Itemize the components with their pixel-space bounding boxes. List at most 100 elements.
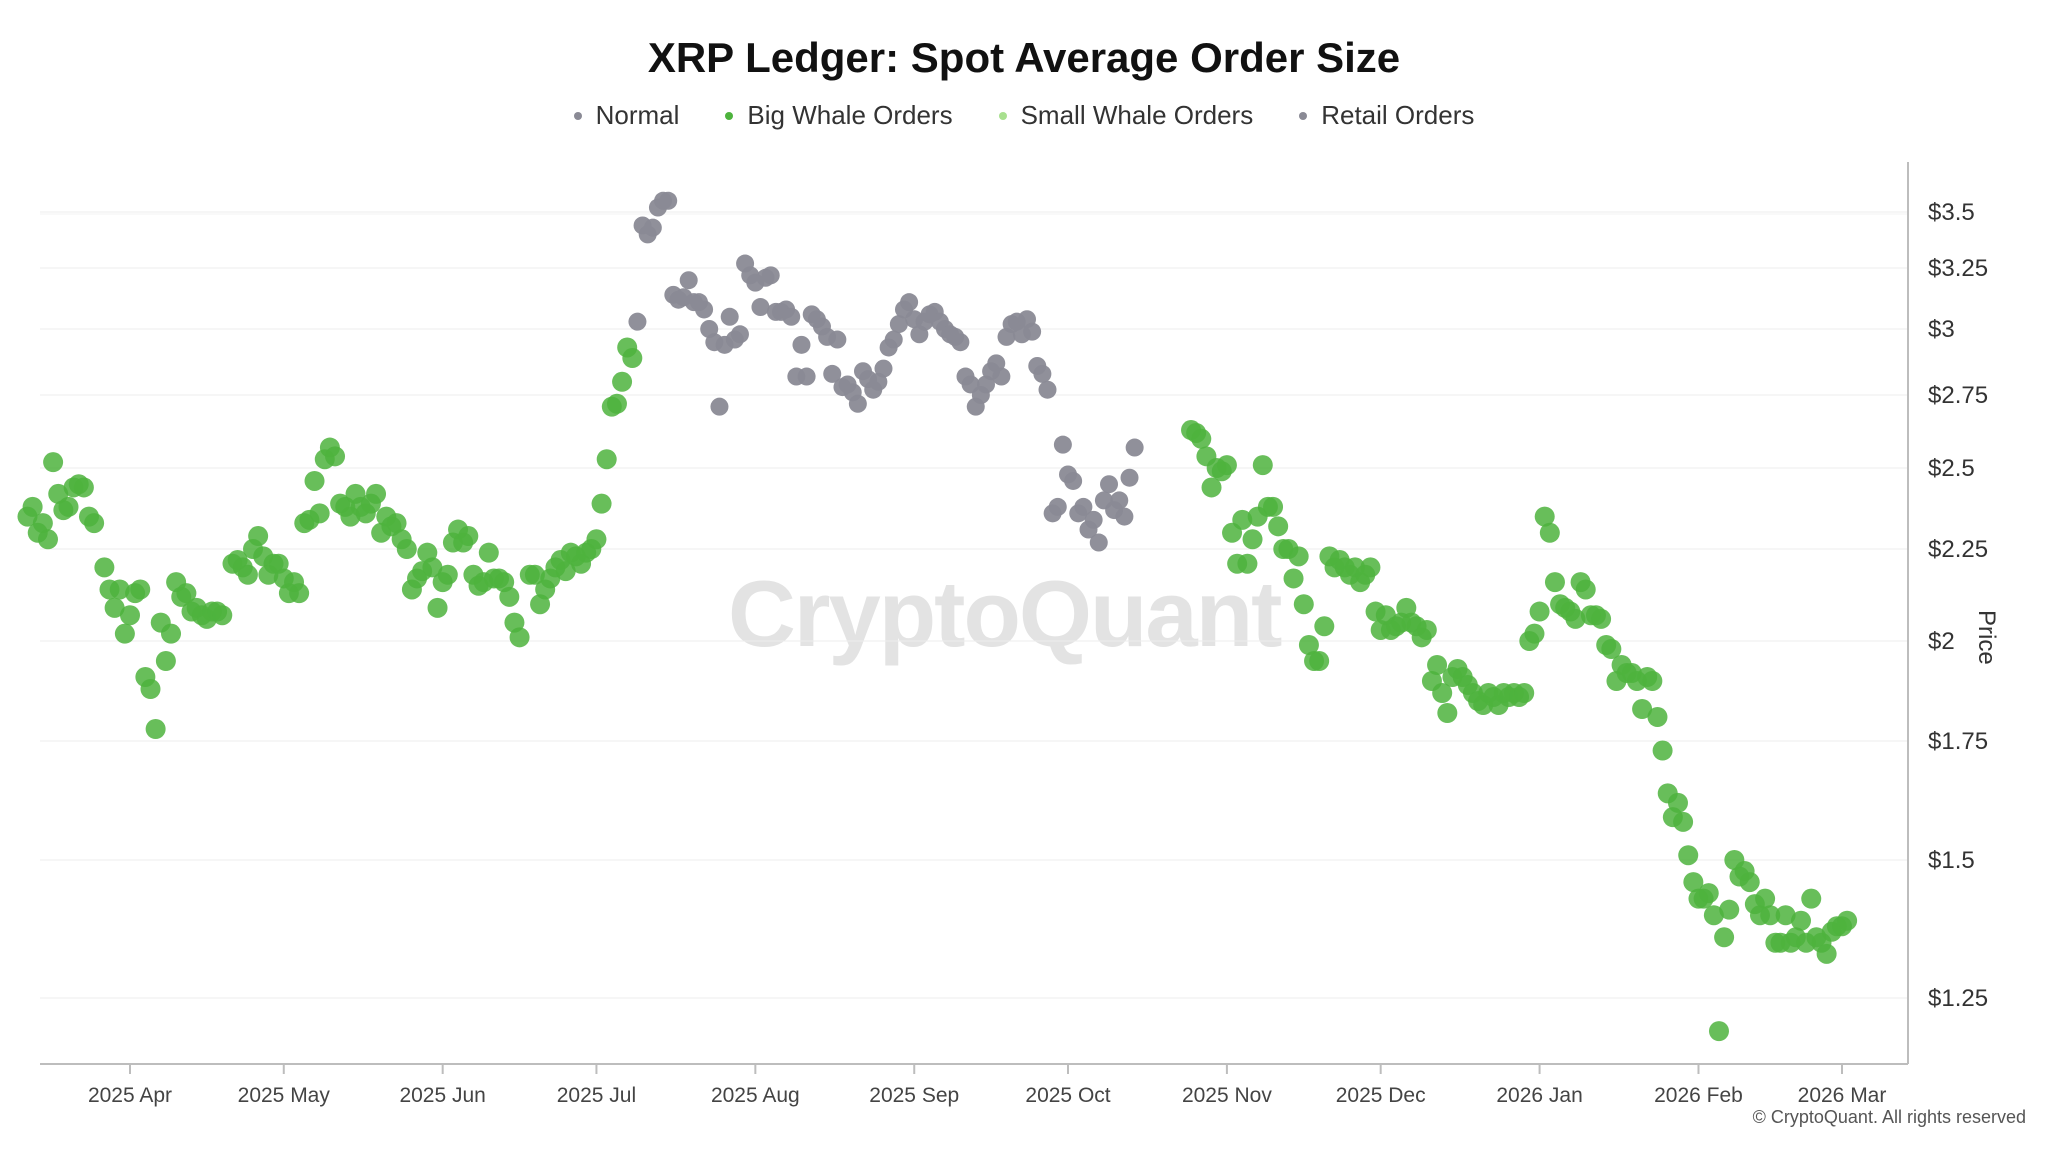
normal-point[interactable] [884, 330, 903, 349]
big-whale-point[interactable] [1268, 516, 1289, 537]
big-whale-point[interactable] [130, 579, 151, 600]
normal-point[interactable] [1023, 322, 1042, 341]
normal-point[interactable] [1089, 533, 1108, 552]
big-whale-point[interactable] [1283, 568, 1304, 589]
normal-point[interactable] [874, 359, 893, 378]
big-whale-point[interactable] [43, 452, 64, 473]
big-whale-point[interactable] [155, 651, 176, 671]
big-whale-point[interactable] [1514, 683, 1535, 703]
normal-point[interactable] [643, 218, 662, 237]
big-whale-point[interactable] [606, 393, 627, 414]
normal-point[interactable] [1110, 491, 1129, 510]
big-whale-point[interactable] [1437, 703, 1458, 723]
normal-point[interactable] [1115, 507, 1134, 526]
legend-item-retail[interactable]: Retail Orders [1299, 100, 1474, 131]
big-whale-point[interactable] [1216, 455, 1237, 476]
big-whale-point[interactable] [366, 483, 387, 504]
big-whale-point[interactable] [1816, 943, 1837, 964]
big-whale-point[interactable] [1416, 619, 1437, 640]
big-whale-point[interactable] [1263, 496, 1284, 517]
normal-point[interactable] [720, 307, 739, 326]
normal-point[interactable] [1038, 380, 1057, 399]
big-whale-point[interactable] [1652, 740, 1673, 761]
big-whale-point[interactable] [427, 597, 448, 618]
big-whale-point[interactable] [304, 470, 325, 491]
big-whale-point[interactable] [1360, 557, 1381, 578]
big-whale-point[interactable] [1201, 477, 1222, 498]
big-whale-point[interactable] [325, 446, 346, 467]
big-whale-point[interactable] [1288, 546, 1309, 567]
big-whale-point[interactable] [586, 529, 607, 550]
big-whale-point[interactable] [73, 477, 94, 498]
normal-point[interactable] [828, 330, 847, 349]
big-whale-point[interactable] [104, 597, 125, 618]
big-whale-point[interactable] [176, 583, 197, 604]
big-whale-point[interactable] [1703, 905, 1724, 926]
big-whale-point[interactable] [478, 542, 499, 563]
big-whale-point[interactable] [1642, 671, 1663, 691]
normal-point[interactable] [659, 191, 678, 210]
normal-point[interactable] [751, 298, 770, 317]
big-whale-point[interactable] [84, 513, 105, 534]
big-whale-point[interactable] [437, 564, 458, 585]
big-whale-point[interactable] [140, 679, 161, 699]
normal-point[interactable] [889, 315, 908, 334]
big-whale-point[interactable] [1714, 927, 1735, 948]
big-whale-point[interactable] [1708, 1021, 1729, 1042]
big-whale-point[interactable] [1242, 529, 1263, 550]
big-whale-point[interactable] [1565, 608, 1586, 629]
big-whale-point[interactable] [1293, 594, 1314, 615]
big-whale-point[interactable] [1314, 616, 1335, 637]
normal-point[interactable] [823, 364, 842, 383]
big-whale-point[interactable] [1539, 522, 1560, 543]
big-whale-point[interactable] [1739, 872, 1760, 893]
big-whale-point[interactable] [1529, 601, 1550, 622]
big-whale-point[interactable] [1698, 883, 1719, 904]
big-whale-point[interactable] [524, 564, 545, 585]
big-whale-point[interactable] [622, 348, 643, 369]
big-whale-point[interactable] [458, 526, 479, 547]
big-whale-point[interactable] [555, 561, 576, 582]
big-whale-point[interactable] [1544, 572, 1565, 593]
big-whale-point[interactable] [1647, 707, 1668, 727]
big-whale-point[interactable] [1801, 888, 1822, 909]
normal-point[interactable] [1120, 468, 1139, 487]
big-whale-point[interactable] [1790, 910, 1811, 931]
big-whale-point[interactable] [591, 493, 612, 514]
normal-point[interactable] [730, 325, 749, 344]
normal-point[interactable] [848, 394, 867, 413]
normal-point[interactable] [1074, 497, 1093, 516]
normal-point[interactable] [1064, 471, 1083, 490]
big-whale-point[interactable] [1252, 455, 1273, 476]
big-whale-point[interactable] [1309, 651, 1330, 671]
big-whale-point[interactable] [1591, 608, 1612, 629]
big-whale-point[interactable] [422, 557, 443, 578]
big-whale-point[interactable] [94, 557, 115, 578]
big-whale-point[interactable] [1673, 811, 1694, 832]
big-whale-point[interactable] [237, 564, 258, 585]
big-whale-point[interactable] [1775, 905, 1796, 926]
big-whale-point[interactable] [1575, 579, 1596, 600]
legend-item-big-whale[interactable]: Big Whale Orders [725, 100, 953, 131]
normal-point[interactable] [992, 367, 1011, 386]
legend-item-small-whale[interactable]: Small Whale Orders [998, 100, 1253, 131]
big-whale-point[interactable] [212, 605, 233, 626]
normal-point[interactable] [900, 293, 919, 312]
big-whale-point[interactable] [248, 526, 269, 547]
normal-point[interactable] [1084, 510, 1103, 529]
normal-point[interactable] [1053, 435, 1072, 454]
big-whale-point[interactable] [1601, 639, 1622, 659]
big-whale-point[interactable] [1760, 905, 1781, 926]
big-whale-point[interactable] [509, 627, 530, 648]
big-whale-point[interactable] [37, 529, 58, 550]
big-whale-point[interactable] [1191, 428, 1212, 449]
normal-point[interactable] [628, 312, 647, 331]
big-whale-point[interactable] [309, 503, 330, 524]
normal-point[interactable] [1048, 497, 1067, 516]
big-whale-point[interactable] [1678, 845, 1699, 866]
normal-point[interactable] [1033, 364, 1052, 383]
normal-point[interactable] [792, 335, 811, 354]
legend-item-normal[interactable]: Normal [573, 100, 679, 131]
big-whale-point[interactable] [499, 586, 520, 607]
big-whale-point[interactable] [1427, 655, 1448, 675]
